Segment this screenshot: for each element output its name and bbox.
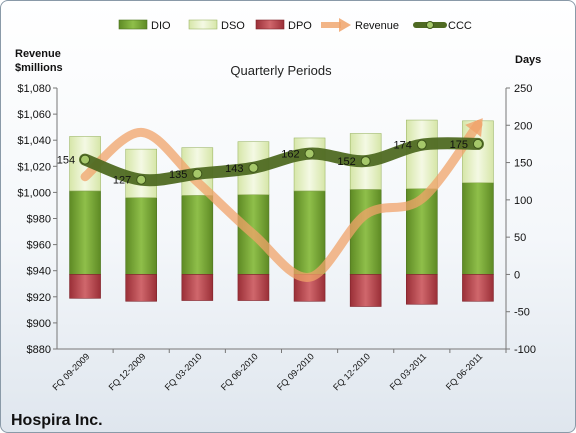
x-axis-tick-label: FQ 12-2010	[331, 351, 372, 392]
ccc-point	[192, 168, 203, 179]
left-axis-tick-label: $920	[27, 292, 51, 304]
x-axis-tick-label: FQ 06-2011	[444, 351, 485, 392]
left-axis-tick-label: $980	[27, 214, 51, 226]
dio-bar	[181, 195, 214, 275]
legend-swatch-dso	[188, 19, 218, 30]
x-axis-tick-label: FQ 03-2010	[163, 351, 204, 392]
left-axis-tick-label: $1,080	[17, 83, 51, 95]
ccc-point	[472, 138, 483, 149]
left-axis-tick-label: $900	[27, 318, 51, 330]
ccc-point	[80, 154, 91, 165]
dpo-bar	[181, 274, 214, 301]
dpo-bar	[125, 274, 157, 302]
dpo-bar	[406, 274, 438, 305]
ccc-point	[248, 162, 259, 173]
right-axis-tick-label: 50	[514, 232, 526, 244]
company-name: Hospira Inc.	[11, 412, 103, 429]
ccc-point	[360, 156, 371, 167]
left-axis-label-line2: $millions	[15, 62, 63, 74]
right-axis-tick-label: -100	[514, 344, 536, 356]
x-axis-tick-label: FQ 09-2010	[275, 351, 316, 392]
ccc-point	[416, 139, 427, 150]
dpo-bar	[462, 274, 494, 302]
revenue-line	[80, 120, 483, 282]
left-axis-tick-label: $1,020	[17, 161, 51, 173]
ccc-data-label: 154	[57, 155, 75, 167]
ccc-data-label: 135	[169, 169, 187, 181]
chart-title: Quarterly Periods	[230, 63, 332, 78]
left-axis-tick-label: $1,000	[17, 187, 51, 199]
ccc-data-label: 127	[113, 175, 131, 187]
ccc-point	[304, 148, 315, 159]
legend-label-revenue: Revenue	[355, 20, 399, 32]
left-axis-label-line1: Revenue	[15, 48, 61, 60]
left-axis-tick-label: $1,060	[17, 109, 51, 121]
legend-label-dso: DSO	[221, 20, 245, 32]
legend-label-dpo: DPO	[288, 20, 312, 32]
ccc-point	[136, 174, 147, 185]
right-axis-tick-label: 0	[514, 269, 520, 281]
dso-bar	[406, 119, 438, 189]
x-axis-tick-label: FQ 09-2009	[50, 351, 91, 392]
dso-bar	[293, 137, 326, 192]
ccc-data-label: 152	[337, 156, 355, 168]
legend-revenue-arrow	[339, 18, 351, 32]
left-axis-tick-label: $1,040	[17, 135, 51, 147]
dio-bar	[293, 190, 326, 275]
right-axis-tick-label: -50	[514, 307, 530, 319]
dpo-bar	[349, 274, 382, 307]
ccc-data-label: 174	[393, 140, 411, 152]
legend-label-dio: DIO	[151, 20, 171, 32]
legend-swatch-dio	[118, 19, 148, 30]
dpo-bar	[69, 274, 101, 299]
right-axis-tick-label: 200	[514, 120, 532, 132]
dio-bar	[462, 182, 494, 275]
legend-label-ccc: CCC	[448, 20, 472, 32]
ccc-data-label: 175	[450, 139, 468, 151]
legend-ccc-marker	[426, 21, 434, 29]
right-axis-tick-label: 100	[514, 195, 532, 207]
ccc-data-label: 162	[281, 149, 299, 161]
left-axis-tick-label: $940	[27, 266, 51, 278]
ccc-data-label: 143	[225, 163, 243, 175]
right-axis-tick-label: 250	[514, 83, 532, 95]
right-axis-label: Days	[515, 54, 541, 66]
revenue-arrow-head	[465, 118, 483, 137]
x-axis-tick-label: FQ 03-2011	[388, 351, 429, 392]
dpo-bar	[237, 274, 270, 301]
left-axis-tick-label: $880	[27, 344, 51, 356]
x-axis-tick-label: FQ 06-2010	[219, 351, 260, 392]
x-axis-tick-label: FQ 12-2009	[107, 351, 148, 392]
left-axis-tick-label: $960	[27, 240, 51, 252]
legend-swatch-dpo	[255, 19, 285, 30]
right-axis-tick-label: 150	[514, 158, 532, 170]
dio-bar	[69, 190, 101, 275]
dio-bar	[125, 197, 157, 275]
